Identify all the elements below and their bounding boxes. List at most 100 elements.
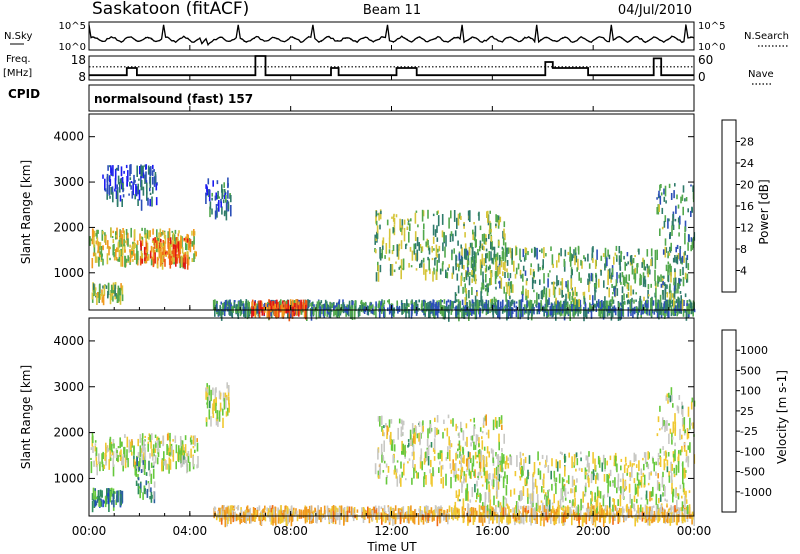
velocity-cell bbox=[498, 441, 500, 451]
power-cell bbox=[448, 264, 450, 268]
power-cell bbox=[117, 175, 120, 185]
power-cell bbox=[150, 245, 153, 253]
power-cell bbox=[395, 261, 397, 264]
velocity-cell bbox=[563, 512, 566, 515]
power-cell bbox=[552, 263, 554, 268]
power-cell bbox=[184, 251, 187, 255]
velocity-cell bbox=[592, 469, 595, 481]
velocity-cell bbox=[206, 392, 208, 397]
velocity-cell bbox=[142, 464, 145, 472]
power-cell bbox=[216, 180, 219, 185]
velocity-cell bbox=[127, 458, 129, 468]
velocity-cell bbox=[105, 442, 107, 451]
velocity-cell bbox=[180, 447, 183, 452]
power-cell bbox=[572, 299, 575, 310]
velocity-cell bbox=[687, 406, 690, 417]
power-cell bbox=[647, 299, 649, 308]
velocity-cell bbox=[387, 427, 390, 432]
velocity-cell bbox=[582, 505, 584, 509]
power-cell bbox=[118, 239, 121, 248]
velocity-cell bbox=[532, 490, 535, 503]
velocity-cell bbox=[492, 507, 494, 514]
velocity-cell bbox=[475, 500, 477, 503]
power-cell bbox=[641, 262, 643, 268]
power-cell bbox=[414, 243, 417, 250]
power-cell bbox=[415, 301, 418, 309]
velocity-cell bbox=[374, 505, 377, 510]
power-cell bbox=[601, 308, 604, 318]
velocity-cell bbox=[126, 436, 129, 448]
power-cell bbox=[435, 303, 438, 315]
velocity-cell bbox=[596, 472, 598, 480]
power-cell bbox=[502, 248, 505, 260]
power-cell bbox=[660, 283, 663, 288]
power-cell bbox=[147, 254, 150, 261]
power-cell bbox=[418, 308, 420, 311]
velocity-cell bbox=[478, 437, 480, 448]
power-cell bbox=[467, 272, 469, 277]
power-cell bbox=[602, 253, 605, 257]
velocity-cell bbox=[402, 420, 405, 426]
power-cell bbox=[683, 252, 685, 263]
velocity-cell bbox=[575, 506, 578, 514]
power-cell bbox=[670, 272, 672, 283]
power-cell bbox=[666, 302, 668, 314]
velocity-cell bbox=[688, 511, 690, 514]
velocity-cell bbox=[492, 457, 495, 464]
power-cell bbox=[102, 285, 104, 289]
velocity-cell bbox=[396, 476, 399, 487]
velocity-cell bbox=[524, 507, 526, 513]
velocity-cell bbox=[408, 514, 410, 524]
power-cell bbox=[92, 229, 95, 239]
velocity-cell bbox=[213, 506, 216, 513]
velocity-cell bbox=[520, 505, 522, 510]
power-cell bbox=[492, 308, 495, 318]
power-cell bbox=[488, 251, 490, 262]
velocity-cell bbox=[668, 471, 670, 478]
velocity-cell bbox=[447, 515, 449, 521]
velocity-cell bbox=[413, 513, 416, 525]
power-cell bbox=[279, 305, 282, 313]
velocity-cell bbox=[387, 505, 390, 508]
power-cell bbox=[288, 309, 291, 322]
power-cell bbox=[678, 220, 680, 230]
velocity-cell bbox=[119, 501, 122, 507]
power-cell bbox=[499, 256, 502, 262]
velocity-cell bbox=[643, 482, 646, 488]
velocity-cell bbox=[467, 504, 470, 516]
velocity-cell bbox=[402, 506, 405, 518]
velocity-cell bbox=[149, 453, 151, 459]
velocity-cell bbox=[309, 505, 312, 513]
velocity-cell bbox=[465, 458, 468, 467]
power-cell bbox=[605, 255, 607, 268]
velocity-cell bbox=[689, 417, 691, 430]
velocity-cell bbox=[95, 447, 98, 456]
velocity-cell bbox=[399, 512, 402, 525]
velocity-cell bbox=[150, 473, 153, 484]
velocity-cell bbox=[499, 462, 502, 472]
velocity-cell bbox=[571, 513, 573, 526]
power-cell bbox=[116, 227, 118, 240]
velocity-cell bbox=[172, 439, 174, 442]
power-cell bbox=[491, 240, 493, 251]
velocity-cell bbox=[657, 511, 659, 523]
power-cell bbox=[156, 229, 158, 241]
power-cell bbox=[102, 245, 104, 250]
power-cell bbox=[228, 300, 230, 307]
velocity-cell bbox=[493, 468, 496, 479]
power-cell bbox=[454, 307, 456, 310]
power-cell bbox=[576, 291, 578, 297]
velocity-cell bbox=[140, 469, 143, 473]
power-cell bbox=[485, 273, 487, 283]
velocity-cell bbox=[599, 502, 601, 515]
power-cell bbox=[611, 267, 614, 276]
velocity-cell bbox=[637, 479, 640, 489]
power-cell bbox=[534, 247, 537, 257]
velocity-cell bbox=[672, 403, 674, 408]
power-cell bbox=[149, 192, 152, 195]
velocity-cell bbox=[637, 472, 640, 476]
power-cell bbox=[437, 215, 440, 227]
velocity-cell bbox=[631, 463, 634, 468]
power-cell bbox=[534, 279, 537, 284]
velocity-cell bbox=[153, 481, 156, 488]
